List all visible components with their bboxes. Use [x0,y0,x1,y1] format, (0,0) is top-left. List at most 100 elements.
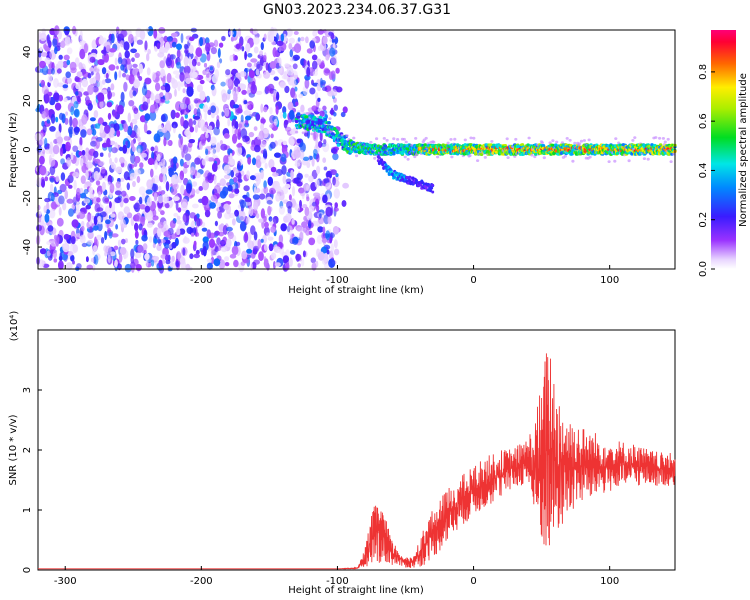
spectrogram-cell [74,126,80,136]
spectrogram-cell [70,152,74,161]
spectrogram-cell [210,247,214,258]
spectrogram-cell [220,240,227,245]
spectrogram-cell [218,231,225,237]
spectrogram-cell [322,105,327,111]
spectrogram-cell [209,238,215,248]
signal-halo-cell [369,140,373,144]
spectrogram-cell [57,82,64,88]
colorbar: 0.00.20.40.60.8 Normalized spectral ampl… [698,30,749,277]
spectrogram-cell [151,183,159,192]
spectrogram-cell [119,156,125,164]
signal-halo-cell [414,137,418,140]
spectrogram-cell [229,54,234,62]
spectrogram-cell [110,161,115,169]
spectrogram-cell [215,119,220,130]
spectrogram-cell [115,224,118,230]
spectrogram-cell [162,193,170,204]
spectrogram-cell [116,263,122,271]
spectrogram-cell [92,85,99,93]
signal-halo-cell [345,134,349,138]
spectrogram-cell [117,57,123,65]
spectrogram-cell [294,162,301,167]
spectrogram-cell [190,166,196,176]
spectrogram-cell [255,68,260,76]
spectrogram-y-axis-label: Frequency (Hz) [8,112,19,188]
spectrogram-cell [120,218,126,229]
spectrogram-cell [184,49,189,54]
spectrogram-cell [289,49,293,58]
spectrogram-cell [267,176,273,186]
spectrogram-cell [69,116,73,127]
spectrogram-cell [234,128,240,135]
signal-halo-cell [476,159,480,163]
spectrogram-cell [94,123,102,129]
spectrogram-cell [164,99,170,104]
spectrogram-cell [292,54,300,61]
spectrogram-cell [252,194,260,200]
spectrogram-cell [102,79,106,85]
spectrogram-cell [96,234,102,241]
spectrogram-cell [171,41,177,48]
spectrogram-cell [331,148,337,154]
spectrogram-cell [93,171,100,181]
spectrogram-cell [219,140,223,145]
spectrogram-cell [342,106,348,114]
spectrogram-cell [196,217,201,227]
spectrogram-cell [291,236,299,245]
signal-halo-cell [404,140,408,144]
spectrogram-cell [63,233,70,240]
spectrogram-cell [130,153,136,164]
spectrogram-cell [160,85,167,91]
spectrogram-cell [83,198,91,204]
spectrogram-cell [105,219,111,225]
spectrogram-cell [59,183,67,193]
signal-cell [318,115,323,119]
spectrogram-cell [207,109,212,116]
spectrogram-cell [269,107,273,115]
spectrogram-cell [278,205,285,215]
spectrogram-cell [55,63,59,70]
spectrogram-cell [268,216,273,222]
spectrogram-cell [275,32,279,42]
spectrogram-cell [99,100,104,109]
spectrogram-cell [299,231,304,242]
spectrogram-cell [253,126,258,131]
spectrogram-cell [81,153,89,164]
spectrogram-cell [317,226,324,233]
snr-y-tick-label: 2 [22,447,33,453]
colorbar-tick-label: 0.4 [698,162,709,178]
spectrogram-cell [94,158,101,164]
spectrogram-cell [157,52,165,58]
signal-halo-cell [633,136,637,140]
spectrogram-cell [192,119,197,125]
spectrogram-cell [175,260,179,268]
spectrogram-cell [86,256,89,263]
spectrogram-cell [239,199,246,209]
spectrogram-cell [280,223,288,232]
spectrogram-cell [40,79,46,88]
spectrogram-cell [79,48,86,60]
snr-x-tick-label: -200 [190,576,213,587]
signal-cell [296,112,301,116]
spectrogram-cell [232,53,236,62]
spectrogram-cell [193,215,198,222]
spectrogram-cell [66,47,73,55]
spectrogram-cell [107,253,111,264]
spectrogram-cell [124,50,130,59]
spectrogram-cell [296,138,301,144]
spectrogram-cell [256,174,261,181]
colorbar-tick-label: 0.2 [698,212,709,228]
spectrogram-cell [52,249,57,259]
spectrogram-cell [81,242,88,248]
spectrogram-cell [187,103,194,111]
spectrogram-cell [294,159,302,164]
signal-cell [357,150,362,154]
spectrogram-cell [252,249,258,255]
spectrogram-cell [327,215,332,225]
spectrogram-cell [133,162,138,167]
spectrogram-cell [147,157,154,165]
spectrogram-cell [188,36,195,41]
spectrogram-cell [218,42,224,48]
spectrogram-cell [139,204,146,210]
spectrogram-cell [77,95,81,103]
